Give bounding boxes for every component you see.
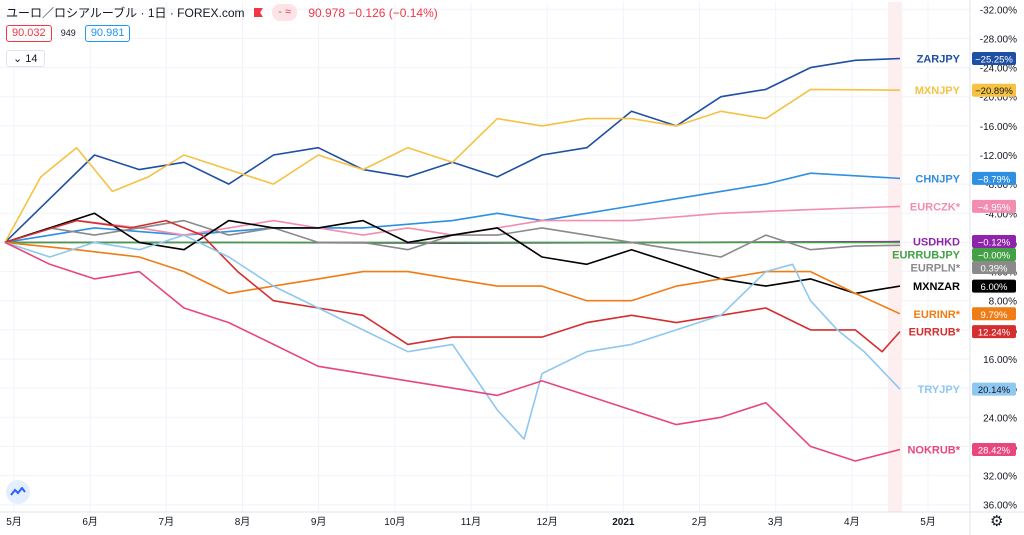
series-label-nokrub: NOKRUB* (907, 444, 960, 456)
series-line-eurinr[interactable] (4, 241, 901, 315)
tradingview-logo-icon[interactable] (6, 480, 30, 504)
series-badge-eurczk (972, 199, 1016, 213)
x-tick-label: 2月 (692, 516, 708, 528)
chevron-down-icon: ⌄ (13, 53, 23, 65)
series-badge-eurpln (972, 261, 1016, 275)
x-tick-label: 5月 (6, 516, 22, 528)
series-badge-chnjpy (972, 171, 1016, 185)
series-line-eurrub[interactable] (4, 219, 901, 353)
y-tick-label: -4.00% (985, 209, 1017, 220)
x-tick-label: 9月 (311, 516, 327, 528)
y-tick-label: -20.00% (980, 93, 1017, 104)
series-badge-value: −0.12% (978, 238, 1011, 249)
y-tick-label: 36.00% (983, 501, 1017, 512)
series-label-mxnzar: MXNZAR (913, 281, 960, 293)
y-tick-label: -12.00% (980, 151, 1017, 162)
x-tick-label: 5月 (920, 516, 936, 528)
series-label-usdhkd: USDHKD (913, 237, 960, 249)
y-tick-label: -32.00% (980, 5, 1017, 16)
series-label-eurpln: EURPLN* (910, 263, 960, 275)
series-badge-eurrubjpy (972, 248, 1016, 262)
series-label-eurrub: EURRUB* (909, 327, 961, 339)
series-badge-mxnzar (972, 279, 1016, 293)
x-tick-label: 12月 (537, 516, 558, 528)
series-badge-value: 12.24% (978, 328, 1011, 339)
indicator-toggle[interactable]: ⌄ 14 (6, 50, 45, 67)
series-label-zarjpy: ZARJPY (917, 53, 961, 65)
series-badge-value: 20.14% (978, 385, 1011, 396)
series-badge-value: −0.00% (978, 251, 1011, 262)
y-tick-label: -28.00% (980, 34, 1017, 45)
series-badge-value: 28.42% (978, 445, 1011, 456)
series-line-tryjpy[interactable] (4, 234, 901, 440)
y-tick-label: -8.00% (985, 180, 1017, 191)
x-tick-label: 8月 (235, 516, 251, 528)
series-badge-tryjpy (972, 382, 1016, 396)
bid-price-box[interactable]: 90.032 (6, 25, 52, 42)
series-badge-value: −4.95% (978, 202, 1011, 213)
series-label-chnjpy: CHNJPY (915, 173, 960, 185)
series-label-tryjpy: TRYJPY (918, 384, 961, 396)
spread-value: 949 (60, 28, 76, 38)
series-badge-value: 9.79% (981, 310, 1008, 321)
change-pill[interactable]: - ≈ (272, 4, 297, 21)
x-tick-label: 11月 (461, 516, 481, 528)
x-tick-label: 7月 (159, 516, 175, 528)
y-tick-label: 16.00% (983, 355, 1017, 366)
recent-range-highlight (888, 2, 902, 512)
series-label-eurczk: EURCZK* (910, 201, 961, 213)
x-tick-label: 3月 (768, 516, 784, 528)
series-badge-value: −20.89% (975, 86, 1013, 97)
indicator-count: 14 (25, 53, 38, 65)
price-readout: 90.978 −0.126 (−0.14%) (308, 5, 438, 20)
series-badge-zarjpy (972, 51, 1016, 65)
series-label-mxnjpy: MXNJPY (915, 85, 961, 97)
y-tick-label: 24.00% (983, 413, 1017, 424)
x-tick-label: 10月 (384, 516, 405, 528)
series-badge-nokrub (972, 442, 1016, 456)
series-line-nokrub[interactable] (4, 241, 901, 462)
chart-header: ユーロ／ロシアルーブル · 1日 · FOREX.com - ≈ 90.978 … (6, 4, 438, 21)
ask-price-box[interactable]: 90.981 (84, 25, 131, 42)
series-label-eurinr: EURINR* (914, 309, 961, 321)
series-badge-value: −8.79% (978, 174, 1011, 185)
x-tick-label: 2021 (612, 517, 635, 528)
series-badge-eurinr (972, 307, 1016, 321)
series-line-chnjpy[interactable] (4, 172, 901, 244)
series-badge-mxnjpy (972, 83, 1016, 97)
series-badge-usdhkd (972, 235, 1016, 249)
series-badge-value: −25.25% (975, 54, 1013, 65)
y-tick-label: -24.00% (980, 64, 1017, 75)
flag-icon[interactable] (253, 8, 263, 17)
gear-icon[interactable]: ⚙ (990, 513, 1004, 530)
y-tick-label: -16.00% (980, 122, 1017, 133)
series-label-eurrubjpy: EURRUBJPY (892, 250, 961, 262)
series-badge-value: 0.39% (981, 264, 1008, 275)
series-badge-value: 6.00% (981, 282, 1008, 293)
bid-ask-row: 90.032 949 90.981 (6, 25, 131, 42)
x-tick-label: 6月 (82, 516, 98, 528)
y-tick-label: 32.00% (983, 472, 1017, 483)
x-tick-label: 4月 (844, 516, 860, 528)
series-line-eurczk[interactable] (4, 205, 901, 244)
y-tick-label: 8.00% (989, 297, 1017, 308)
series-line-mxnjpy[interactable] (4, 88, 901, 243)
series-badge-eurrub (972, 325, 1016, 339)
symbol-title[interactable]: ユーロ／ロシアルーブル · 1日 · FOREX.com (6, 6, 245, 20)
series-line-zarjpy[interactable] (4, 57, 901, 243)
